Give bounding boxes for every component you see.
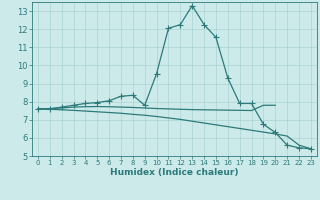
X-axis label: Humidex (Indice chaleur): Humidex (Indice chaleur)	[110, 168, 239, 177]
